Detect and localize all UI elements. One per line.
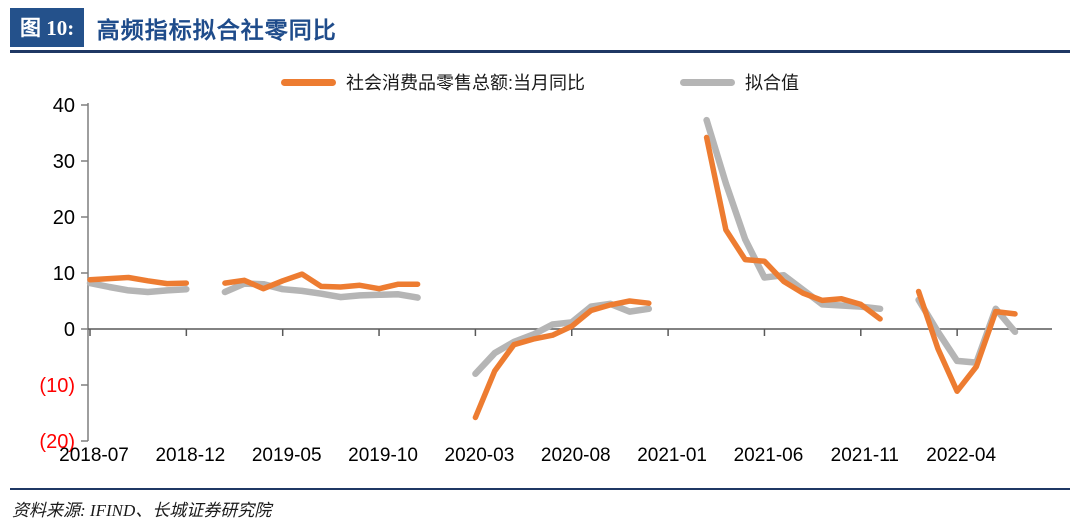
figure-header: 图 10: 高频指标拟合社零同比: [0, 0, 1080, 47]
source-note: 资料来源: IFIND、长城证券研究院: [12, 501, 272, 520]
fitted-series-line: [86, 116, 1019, 378]
footer-divider: [10, 488, 1070, 490]
y-tick-label: (20): [39, 431, 75, 453]
x-tick-label: 2019-05: [252, 445, 322, 466]
chart-legend: 社会消费品零售总额:当月同比 拟合值: [0, 69, 1080, 95]
x-tick-label: 2022-04: [926, 445, 996, 466]
x-tick-label: 2020-08: [541, 445, 611, 466]
legend-item-fitted: 拟合值: [680, 69, 799, 95]
chart-area: 40 30 20 10 0 (10) (20) 2018-07 2018-12 2019-05 20…: [0, 95, 1080, 480]
y-axis: 40 30 20 10 0 (10) (20): [39, 95, 89, 453]
figure-title: 高频指标拟合社零同比: [96, 17, 337, 43]
x-tick-label: 2018-07: [59, 445, 129, 466]
y-tick-label: (10): [39, 375, 75, 397]
legend-item-retail: 社会消费品零售总额:当月同比: [281, 69, 585, 95]
retail-line-swatch-icon: [281, 78, 336, 86]
header-divider: [10, 50, 1070, 53]
x-axis: 2018-07 2018-12 2019-05 2019-10 2020-03 2020-…: [59, 328, 1052, 466]
x-tick-label: 2020-03: [445, 445, 515, 466]
y-tick-label: 10: [53, 263, 75, 285]
retail-series-line: [87, 134, 1018, 421]
x-tick-label: 2021-01: [637, 445, 707, 466]
x-tick-label: 2021-11: [831, 445, 899, 466]
legend-label-fitted: 拟合值: [745, 73, 799, 93]
y-tick-label: 20: [53, 207, 75, 229]
x-tick-label: 2018-12: [155, 445, 225, 466]
x-tick-label: 2021-06: [734, 445, 804, 466]
y-tick-label: 40: [53, 97, 75, 117]
y-tick-label: 30: [53, 151, 75, 173]
x-tick-label: 2019-10: [348, 445, 418, 466]
fitted-line-swatch-icon: [680, 78, 735, 86]
y-tick-label: 0: [64, 319, 75, 341]
legend-label-retail: 社会消费品零售总额:当月同比: [346, 73, 585, 93]
figure-number-badge: 图 10:: [10, 8, 85, 47]
